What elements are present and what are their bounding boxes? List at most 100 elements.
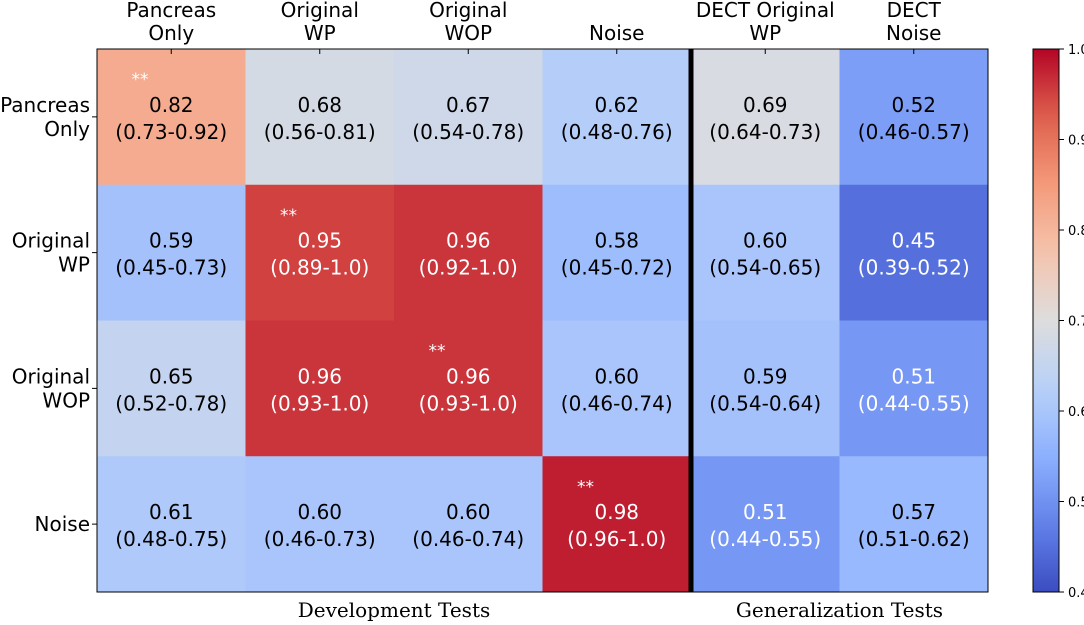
cell-value: 0.69 xyxy=(743,93,788,117)
row-label-line: Original xyxy=(12,229,90,253)
cell-ci: (0.39-0.52) xyxy=(858,256,970,280)
colorbar-bar xyxy=(1032,48,1060,593)
cell-value: 0.59 xyxy=(743,364,788,388)
cell-ci: (0.45-0.72) xyxy=(561,256,673,280)
column-label-line: Noise xyxy=(589,21,644,45)
cell-value: 0.45 xyxy=(891,229,936,253)
cell-value: 0.52 xyxy=(891,93,936,117)
column-label-line: DECT Original xyxy=(696,0,835,22)
cell-ci: (0.46-0.74) xyxy=(412,527,524,551)
cell-value: 0.60 xyxy=(743,229,788,253)
cell-value: 0.58 xyxy=(594,229,639,253)
row-label-line: Only xyxy=(44,117,90,141)
colorbar-tick-label: 0.6 xyxy=(1068,405,1084,420)
heatmap-cell xyxy=(97,49,246,186)
heatmap-cell xyxy=(839,49,989,186)
heatmap-cell xyxy=(97,456,246,593)
row-label: Pancreas Only xyxy=(0,93,90,141)
cell-ci: (0.54-0.65) xyxy=(709,256,821,280)
colorbar-tick-label: 0.4 xyxy=(1068,586,1084,601)
cell-ci: (0.73-0.92) xyxy=(115,120,227,144)
column-label-line: WP xyxy=(304,21,336,45)
cell-value: 0.96 xyxy=(446,229,491,253)
heatmap-cell xyxy=(839,184,989,321)
column-label-line: WOP xyxy=(444,21,492,45)
colorbar-tick-label: 0.8 xyxy=(1068,224,1084,239)
cell-ci: (0.93-1.0) xyxy=(270,391,369,415)
colorbar: 0.4 0.5 0.6 0.7 0.8 0.9 1.0 xyxy=(1032,43,1084,601)
cell-value: 0.95 xyxy=(297,229,342,253)
cell-value: 0.67 xyxy=(446,93,491,117)
heatmap-cell xyxy=(691,184,840,321)
heatmap-cell xyxy=(394,184,543,321)
row-label-line: Noise xyxy=(35,512,90,536)
cell-ci: (0.45-0.73) xyxy=(115,256,227,280)
cell-ci: (0.44-0.55) xyxy=(858,391,970,415)
cell-ci: (0.48-0.75) xyxy=(115,527,227,551)
cell-value: 0.60 xyxy=(297,500,342,524)
cell-value: 0.51 xyxy=(891,364,936,388)
column-label: DECT Original WP xyxy=(696,0,835,45)
cell-ci: (0.64-0.73) xyxy=(709,120,821,144)
column-label-line: DECT xyxy=(887,0,942,22)
cell-value: 0.51 xyxy=(743,500,788,524)
column-label: Original WOP xyxy=(429,0,507,45)
heatmap-cell xyxy=(839,456,989,593)
group-label: Development Tests xyxy=(298,598,491,622)
heatmap-frame xyxy=(96,48,989,593)
colorbar-tick-label: 0.5 xyxy=(1068,496,1084,511)
cell-ci: (0.93-1.0) xyxy=(419,391,518,415)
row-label-line: WP xyxy=(58,253,90,277)
significance-marker: ** xyxy=(429,342,446,362)
heatmap-cell xyxy=(245,49,395,186)
cell-ci: (0.46-0.57) xyxy=(858,120,970,144)
column-label-line: WP xyxy=(749,21,781,45)
heatmap-cell xyxy=(394,320,543,457)
row-label-line: Pancreas xyxy=(0,93,90,117)
cell-ci: (0.54-0.64) xyxy=(709,391,821,415)
heatmap-cell xyxy=(691,49,840,186)
column-label-line: Noise xyxy=(886,21,941,45)
heatmap-cell xyxy=(245,184,395,321)
row-label: Original WP xyxy=(12,229,90,277)
column-label: Noise xyxy=(589,21,644,45)
heatmap-cell xyxy=(97,320,246,457)
row-label-line: WOP xyxy=(42,388,90,412)
cell-ci: (0.52-0.78) xyxy=(115,391,227,415)
cell-value: 0.96 xyxy=(446,364,491,388)
row-label: Original WOP xyxy=(12,364,90,412)
column-label: Pancreas Only xyxy=(126,0,216,45)
cell-value: 0.59 xyxy=(149,229,194,253)
cell-value: 0.60 xyxy=(594,364,639,388)
cell-ci: (0.96-1.0) xyxy=(567,527,666,551)
heatmap-cell xyxy=(542,320,692,457)
column-label-line: Original xyxy=(429,0,507,22)
heatmap-cell xyxy=(542,456,692,593)
heatmap-cells xyxy=(97,49,989,593)
cell-value: 0.96 xyxy=(297,364,342,388)
column-label-line: Only xyxy=(148,21,194,45)
cell-value: 0.57 xyxy=(891,500,936,524)
heatmap-cell xyxy=(691,456,840,593)
heatmap-cell xyxy=(542,49,692,186)
cell-value: 0.68 xyxy=(297,93,342,117)
colorbar-tick-label: 0.9 xyxy=(1068,134,1084,149)
significance-marker: ** xyxy=(577,477,594,497)
cell-ci: (0.51-0.62) xyxy=(858,527,970,551)
column-label: Original WP xyxy=(281,0,359,45)
column-label: DECT Noise xyxy=(886,0,942,45)
cell-ci: (0.44-0.55) xyxy=(709,527,821,551)
cell-value: 0.98 xyxy=(594,500,639,524)
cell-ci: (0.56-0.81) xyxy=(264,120,376,144)
cell-ci: (0.92-1.0) xyxy=(419,256,518,280)
cell-ci: (0.89-1.0) xyxy=(270,256,369,280)
cell-value: 0.60 xyxy=(446,500,491,524)
cell-ci: (0.54-0.78) xyxy=(412,120,524,144)
column-label-line: Pancreas xyxy=(126,0,216,22)
cell-ci: (0.46-0.73) xyxy=(264,527,376,551)
cell-value: 0.61 xyxy=(149,500,194,524)
cell-value: 0.82 xyxy=(149,93,194,117)
significance-marker: ** xyxy=(280,206,297,226)
